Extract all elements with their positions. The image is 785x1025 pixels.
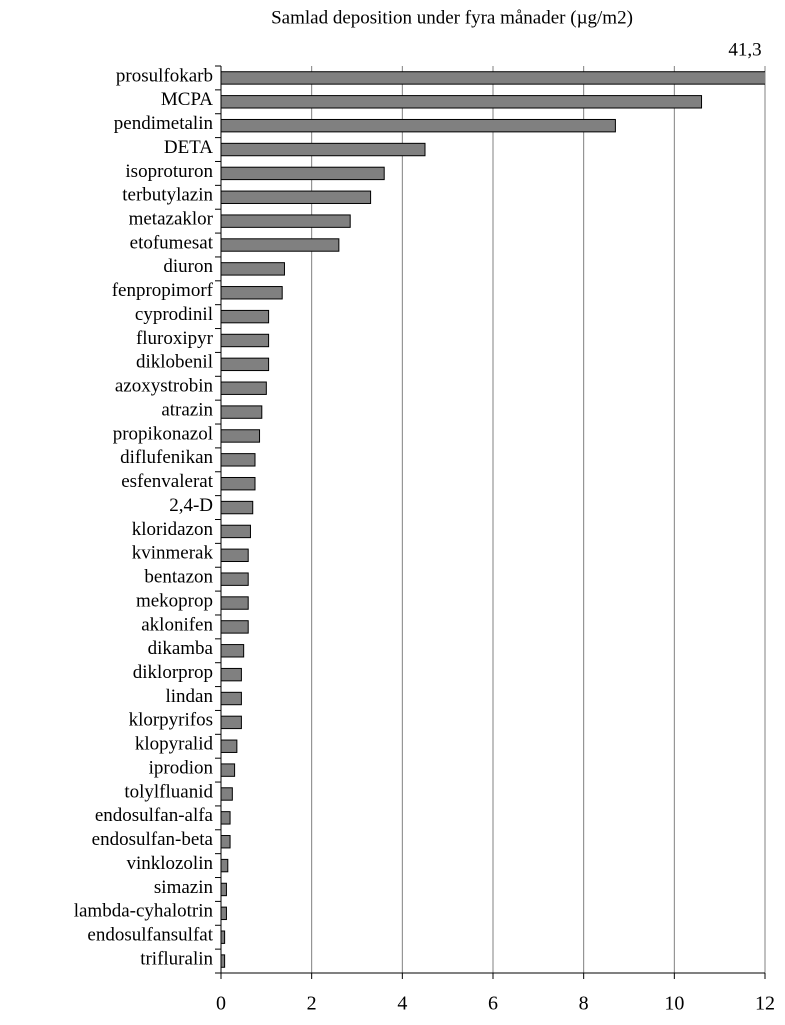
bar <box>221 453 256 467</box>
y-tick-label: lindan <box>166 686 214 707</box>
y-tick-label: diklobenil <box>136 352 213 373</box>
y-tick-label: metazaklor <box>129 209 214 230</box>
bar <box>221 739 238 753</box>
x-tick-label: 4 <box>397 993 407 1015</box>
bar <box>221 906 227 921</box>
y-tick-label: atrazin <box>161 399 213 420</box>
y-tick-label: 2,4-D <box>169 495 213 516</box>
y-tick-label: MCPA <box>161 89 213 110</box>
bar <box>221 596 249 610</box>
bar <box>221 286 283 300</box>
y-tick-label: fluroxipyr <box>136 328 214 349</box>
y-tick-label: iprodion <box>149 757 214 778</box>
y-tick-label: endosulfansulfat <box>87 925 213 946</box>
bar <box>221 667 242 682</box>
x-tick-label: 10 <box>664 993 684 1015</box>
y-tick-label: mekoprop <box>136 590 213 611</box>
y-tick-label: diuron <box>163 256 213 277</box>
x-tick-label: 2 <box>307 993 317 1015</box>
bar <box>221 71 765 85</box>
y-tick-label: kloridazon <box>132 519 214 540</box>
bar <box>221 715 242 730</box>
bar <box>221 500 254 515</box>
y-tick-label: DETA <box>164 137 213 158</box>
bar <box>221 309 270 324</box>
y-tick-label: isoproturon <box>125 161 213 182</box>
x-tick-label: 6 <box>488 993 498 1015</box>
bar <box>221 476 256 491</box>
bars <box>221 71 765 968</box>
y-tick-label: esfenvalerat <box>121 471 213 492</box>
y-tick-label: endosulfan-beta <box>92 829 214 850</box>
x-tick-label: 8 <box>579 993 589 1015</box>
bar <box>221 166 385 181</box>
bar <box>221 118 616 133</box>
y-tick-label: dikamba <box>148 638 214 659</box>
y-tick-label: fenpropimorf <box>112 280 214 301</box>
y-tick-label: diklorprop <box>133 662 213 683</box>
y-tick-label: etofumesat <box>130 232 214 253</box>
y-tick-label: propikonazol <box>113 423 213 444</box>
bar <box>221 190 372 204</box>
y-tick-label: aklonifen <box>141 614 213 635</box>
bar <box>221 620 249 634</box>
bar <box>221 238 340 252</box>
bar <box>221 811 231 825</box>
x-tick-label: 0 <box>216 993 226 1015</box>
y-tick-label: prosulfokarb <box>116 65 213 86</box>
bar <box>221 882 227 897</box>
y-tick-label: kvinmerak <box>132 543 214 564</box>
bar <box>221 524 251 539</box>
bar <box>221 572 249 586</box>
bar <box>221 787 233 801</box>
bar <box>221 930 226 944</box>
bar <box>221 429 261 443</box>
bar <box>221 405 263 419</box>
y-tick-label: tolylfluanid <box>124 781 213 802</box>
value-label: 41,3 <box>728 39 761 60</box>
bar <box>221 763 236 777</box>
bar <box>221 381 267 395</box>
bar <box>221 357 270 372</box>
bar <box>221 954 226 968</box>
x-tick-label: 12 <box>755 993 775 1015</box>
bar <box>221 142 426 157</box>
chart-title: Samlad deposition under fyra månader (µg… <box>271 7 633 28</box>
bar <box>221 644 245 658</box>
y-tick-label: simazin <box>154 877 214 898</box>
y-tick-label: diflufenikan <box>120 447 213 468</box>
bar <box>221 835 231 849</box>
y-tick-label: pendimetalin <box>114 113 214 134</box>
y-tick-label: klorpyrifos <box>129 710 213 731</box>
bar <box>221 95 703 109</box>
bar <box>221 333 270 348</box>
y-tick-label: cyprodinil <box>135 304 213 325</box>
y-tick-label: trifluralin <box>140 948 213 969</box>
y-tick-label: azoxystrobin <box>115 376 214 397</box>
bar <box>221 691 242 706</box>
bar <box>221 548 249 563</box>
y-tick-label: vinklozolin <box>126 853 213 874</box>
bar <box>221 262 285 276</box>
y-tick-label: bentazon <box>144 567 213 588</box>
bar <box>221 858 229 873</box>
y-tick-label: klopyralid <box>135 734 214 755</box>
y-tick-label: endosulfan-alfa <box>95 805 214 826</box>
bar <box>221 214 351 228</box>
y-tick-label: lambda-cyhalotrin <box>74 901 214 922</box>
y-tick-label: terbutylazin <box>122 185 213 206</box>
